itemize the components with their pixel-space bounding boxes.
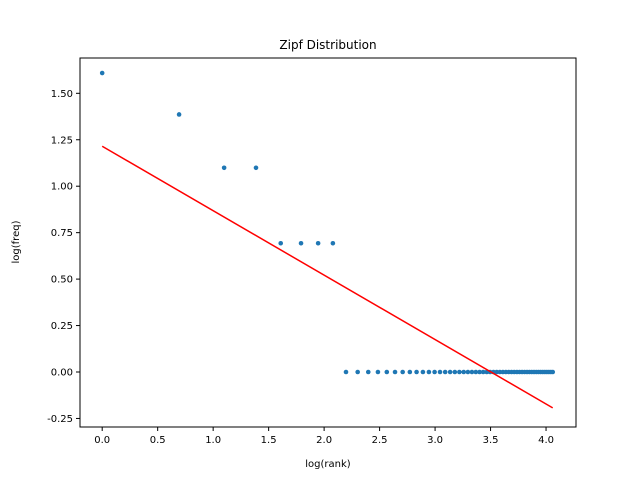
- y-tick-label: 0.50: [51, 275, 73, 286]
- scatter-point: [414, 369, 419, 375]
- fit-line: [101, 145, 554, 409]
- scatter-point: [298, 240, 304, 246]
- scatter-point: [176, 112, 182, 117]
- x-tick-label: 1.0: [205, 435, 221, 446]
- scatter-point: [330, 240, 336, 246]
- scatter-point: [432, 369, 437, 375]
- x-tick-label: 0.5: [150, 435, 166, 446]
- scatter-point: [477, 369, 482, 375]
- scatter-point: [426, 369, 432, 375]
- x-tick-label: 3.5: [483, 435, 499, 446]
- scatter-point: [355, 369, 360, 375]
- scatter-point: [392, 369, 398, 375]
- y-tick-label: 0.00: [51, 368, 73, 379]
- scatter-point: [221, 165, 227, 171]
- x-tick-label: 4.0: [538, 435, 554, 446]
- plot-area-frame: [79, 57, 577, 428]
- scatter-point: [461, 369, 467, 375]
- scatter-point: [465, 369, 471, 375]
- x-axis: 0.0 0.5 1.0 1.5 2.0 2.5 3.0 3.5 4.0: [94, 427, 554, 446]
- plot-marks: [99, 70, 556, 409]
- scatter-point: [550, 369, 556, 375]
- y-axis-label: log(freq): [11, 220, 22, 263]
- scatter-point: [99, 70, 105, 76]
- scatter-point: [442, 369, 448, 375]
- y-tick-label: 1.00: [51, 182, 73, 193]
- x-axis-label: log(rank): [305, 459, 351, 470]
- x-tick-label: 0.0: [94, 435, 110, 446]
- chart-title: Zipf Distribution: [279, 38, 376, 52]
- y-tick-label: 0.25: [51, 321, 73, 332]
- scatter-point: [420, 369, 426, 375]
- scatter-point: [315, 240, 321, 246]
- scatter-point: [407, 369, 413, 375]
- scatter-point: [447, 369, 453, 375]
- x-tick-label: 2.0: [316, 435, 332, 446]
- y-tick-label: 1.50: [51, 89, 73, 100]
- scatter-point: [452, 369, 458, 375]
- scatter-point: [365, 369, 371, 375]
- scatter-point: [253, 165, 259, 171]
- scatter-point: [278, 240, 284, 246]
- scatter-point: [469, 369, 475, 375]
- scatter-point: [437, 369, 443, 375]
- scatter-point: [473, 369, 479, 375]
- y-tick-label: -0.25: [47, 414, 73, 425]
- y-tick-label: 1.25: [51, 135, 73, 146]
- scatter-point: [343, 369, 349, 375]
- scatter-point: [375, 369, 381, 375]
- y-axis: -0.25 0.00 0.25 0.50 0.75 1.00 1.25 1.50: [47, 89, 80, 425]
- y-tick-label: 0.75: [51, 228, 73, 239]
- x-tick-label: 1.5: [261, 435, 277, 446]
- scatter-point: [480, 369, 486, 375]
- scatter-point: [384, 369, 390, 375]
- x-tick-label: 3.0: [427, 435, 443, 446]
- x-tick-label: 2.5: [372, 435, 388, 446]
- scatter-point: [400, 369, 405, 375]
- scatter-point: [457, 369, 462, 375]
